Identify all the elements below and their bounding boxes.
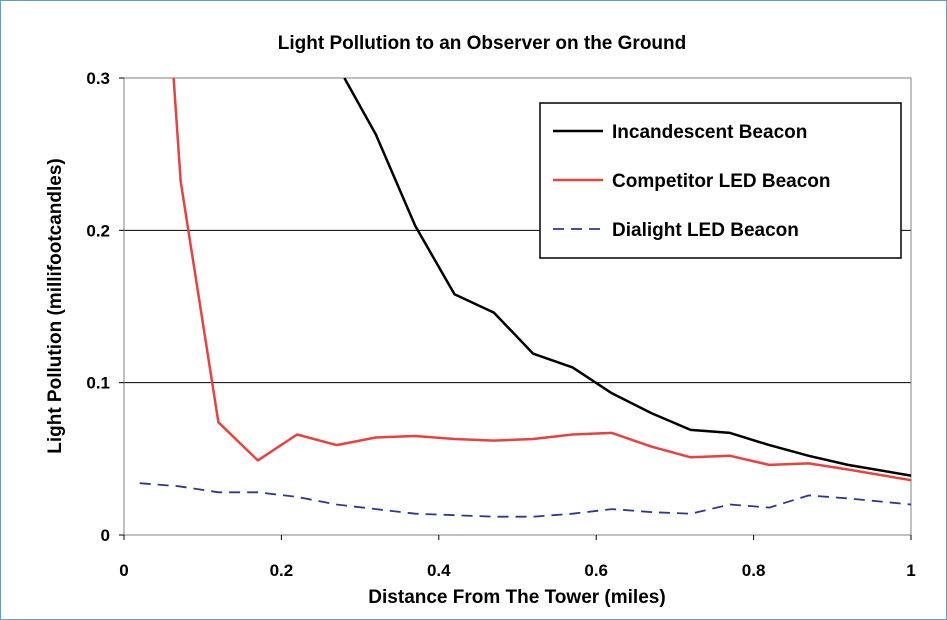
- plot-area: [123, 77, 912, 536]
- legend: Incandescent Beacon Competitor LED Beacon…: [539, 102, 902, 259]
- x-tick-label: 0.4: [427, 561, 451, 580]
- y-tick-label: 0: [101, 526, 110, 545]
- x-tick-label: 0.2: [270, 561, 294, 580]
- legend-label: Incandescent Beacon: [612, 122, 807, 143]
- chart-title: Light Pollution to an Observer on the Gr…: [278, 33, 687, 54]
- y-tick-label: 0.2: [86, 221, 110, 240]
- x-tick-label: 0: [119, 561, 128, 580]
- series-line-1: [343, 77, 912, 477]
- y-tick-label: 0.3: [86, 69, 110, 88]
- x-tick-label: 0.6: [584, 561, 608, 580]
- y-axis-label: Light Pollution (millifootcandles): [45, 158, 66, 454]
- y-axis-ticks: 0 0.1 0.2 0.3: [86, 69, 124, 545]
- x-axis-label: Distance From The Tower (miles): [368, 587, 665, 608]
- y-tick-label: 0.1: [86, 374, 110, 393]
- x-tick-label: 1: [906, 561, 915, 580]
- x-axis-ticks: 0 0.2 0.4 0.6 0.8 1: [119, 535, 916, 580]
- legend-label: Dialight LED Beacon: [612, 220, 799, 241]
- legend-label: Competitor LED Beacon: [612, 171, 831, 192]
- series-line-2: [172, 77, 912, 482]
- x-tick-label: 0.8: [742, 561, 766, 580]
- series-line-3: [139, 482, 912, 518]
- series-layer: [139, 77, 912, 518]
